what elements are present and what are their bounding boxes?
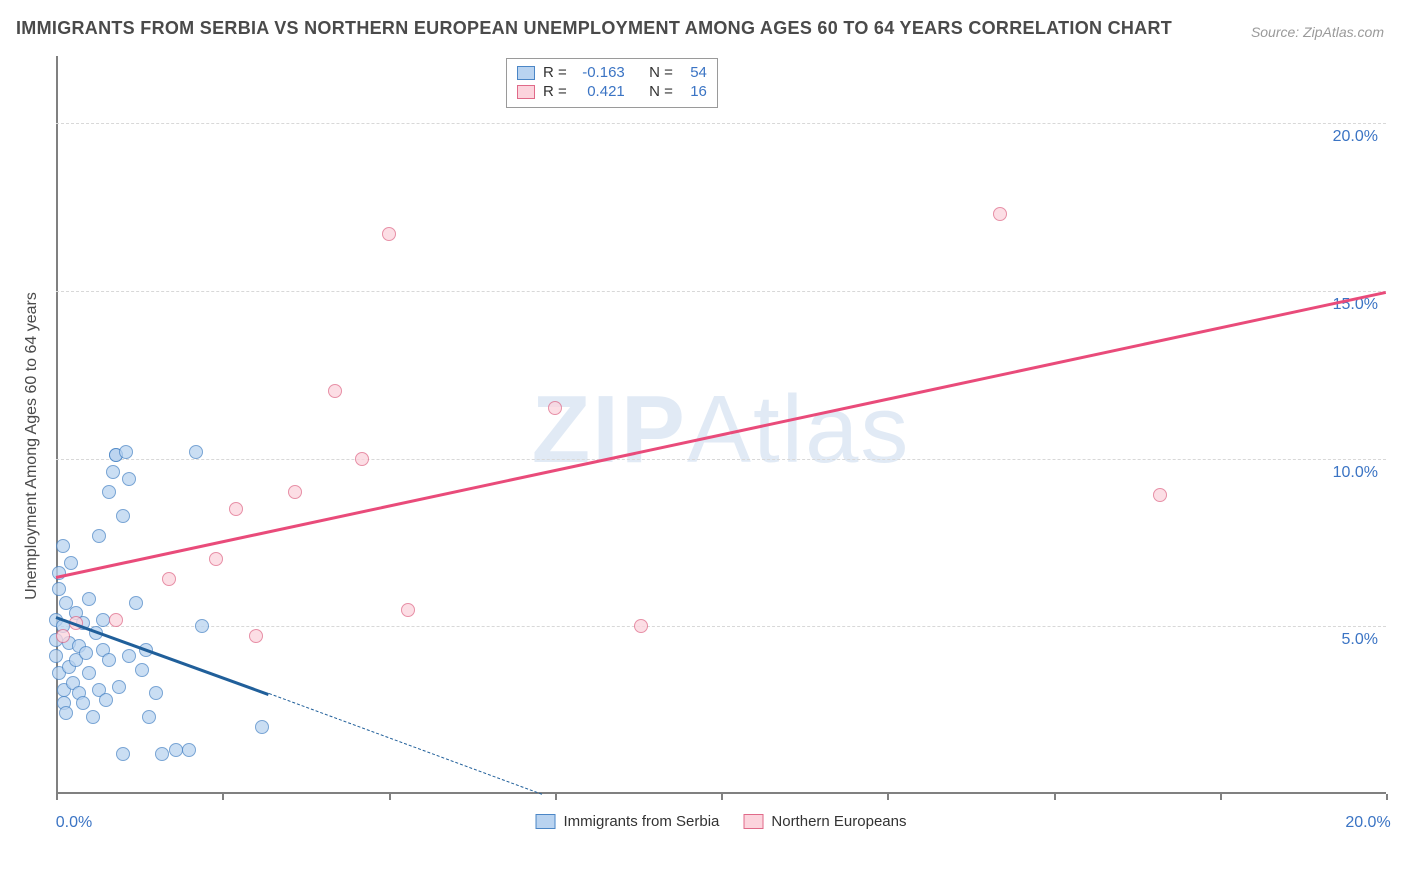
scatter-point [209,552,223,566]
scatter-point [122,472,136,486]
watermark: ZIPAtlas [532,375,911,485]
x-tick [1054,794,1056,800]
scatter-point [129,596,143,610]
scatter-point [142,710,156,724]
scatter-point [195,619,209,633]
scatter-point [382,227,396,241]
trend-line [269,693,542,795]
x-tick [222,794,224,800]
scatter-point [149,686,163,700]
plot-area: Unemployment Among Ages 60 to 64 years Z… [56,56,1386,836]
scatter-point [548,401,562,415]
x-tick [389,794,391,800]
x-tick [1386,794,1388,800]
scatter-point [116,509,130,523]
scatter-point [1153,488,1167,502]
legend-swatch [536,814,556,829]
scatter-point [135,663,149,677]
scatter-point [288,485,302,499]
scatter-point [355,452,369,466]
scatter-point [86,710,100,724]
scatter-point [99,693,113,707]
y-axis-label: Unemployment Among Ages 60 to 64 years [23,292,41,600]
legend-row: R =0.421 N =16 [517,82,707,101]
legend-swatch [743,814,763,829]
y-axis-line [56,56,58,794]
scatter-point [255,720,269,734]
x-tick [1220,794,1222,800]
scatter-point [79,646,93,660]
gridline-h [56,626,1386,627]
trend-line [56,291,1387,579]
scatter-point [52,582,66,596]
y-tick-label: 20.0% [1333,128,1378,146]
scatter-point [82,666,96,680]
x-tick [555,794,557,800]
scatter-point [634,619,648,633]
series-legend: Immigrants from Serbia Northern Europeans [536,813,907,830]
gridline-h [56,291,1386,292]
scatter-point [182,743,196,757]
scatter-point [92,529,106,543]
scatter-point [76,696,90,710]
scatter-point [328,384,342,398]
x-tick [887,794,889,800]
scatter-point [169,743,183,757]
scatter-point [116,747,130,761]
x-tick-label: 0.0% [56,814,92,832]
scatter-point [49,649,63,663]
scatter-point [102,653,116,667]
correlation-legend: R =-0.163 N =54R =0.421 N =16 [506,58,718,108]
scatter-point [993,207,1007,221]
gridline-h [56,459,1386,460]
scatter-point [56,629,70,643]
scatter-point [119,445,133,459]
legend-label: Northern Europeans [771,813,906,830]
legend-label: Immigrants from Serbia [564,813,720,830]
legend-swatch [517,85,535,99]
legend-row: R =-0.163 N =54 [517,63,707,82]
scatter-point [112,680,126,694]
gridline-h [56,123,1386,124]
y-tick-label: 10.0% [1333,464,1378,482]
chart-title: IMMIGRANTS FROM SERBIA VS NORTHERN EUROP… [16,18,1172,39]
scatter-point [102,485,116,499]
y-tick-label: 5.0% [1342,631,1378,649]
scatter-point [162,572,176,586]
scatter-point [122,649,136,663]
scatter-point [64,556,78,570]
scatter-point [82,592,96,606]
legend-item: Northern Europeans [743,813,906,830]
scatter-point [249,629,263,643]
scatter-point [59,706,73,720]
scatter-point [56,539,70,553]
scatter-point [229,502,243,516]
legend-swatch [517,66,535,80]
scatter-point [106,465,120,479]
x-tick [56,794,58,800]
scatter-point [96,613,110,627]
source-attribution: Source: ZipAtlas.com [1251,24,1384,40]
x-tick [721,794,723,800]
scatter-point [109,613,123,627]
scatter-point [189,445,203,459]
legend-item: Immigrants from Serbia [536,813,720,830]
x-tick-label: 20.0% [1345,814,1390,832]
scatter-point [401,603,415,617]
scatter-point [155,747,169,761]
